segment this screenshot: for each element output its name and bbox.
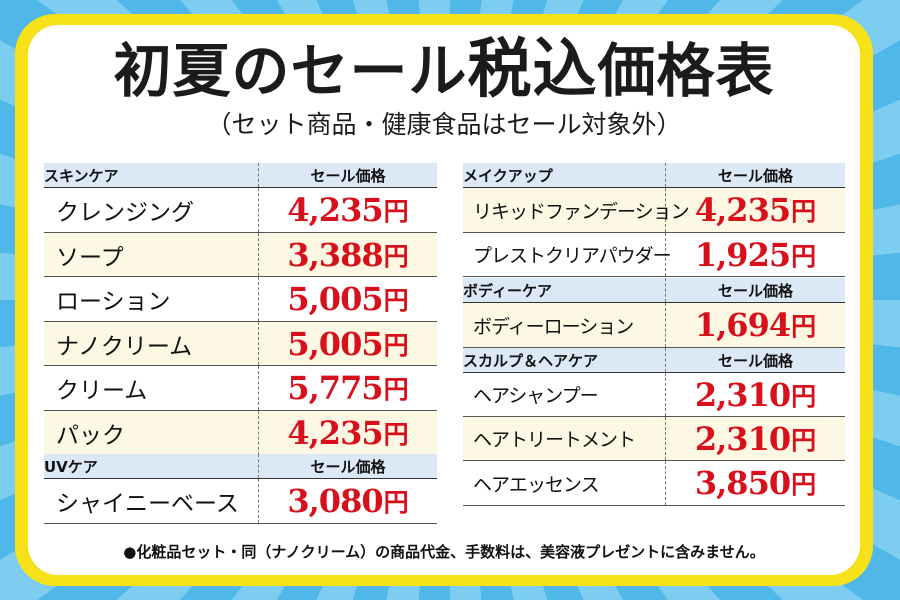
title-emphasis: 税込 bbox=[467, 33, 598, 107]
table-row: リキッドファンデーション 4,235 円 bbox=[463, 188, 845, 233]
product-price: 5,775 bbox=[287, 369, 383, 407]
product-name: リキッドファンデーション bbox=[463, 188, 690, 232]
product-name: パック bbox=[44, 411, 259, 455]
yen-label: 円 bbox=[383, 241, 409, 271]
product-name: ヘアトリートメント bbox=[463, 417, 666, 460]
yen-label: 円 bbox=[383, 420, 409, 449]
product-name: シャイニーベース bbox=[44, 479, 259, 523]
category-header: UVケア bbox=[44, 454, 259, 478]
price-header: セール価格 bbox=[310, 166, 386, 185]
product-name: ボディーローション bbox=[463, 303, 666, 347]
product-name: ナノクリーム bbox=[44, 322, 259, 365]
page-title: 初夏のセール税込価格表 bbox=[28, 33, 860, 108]
yen-label: 円 bbox=[383, 286, 409, 315]
table-row: クリーム 5,775 円 bbox=[44, 366, 437, 411]
yen-label: 円 bbox=[383, 197, 409, 226]
table-row: ソープ 3,388 円 bbox=[44, 233, 437, 277]
product-price: 2,310 bbox=[694, 419, 791, 458]
scalpcare-table: スカルプ＆ヘアケア セール価格 ヘアシャンプー 2,310 円 ヘアトリートメント… bbox=[463, 348, 845, 506]
table-header: スカルプ＆ヘアケア セール価格 bbox=[463, 348, 845, 373]
product-name: プレストクリアパウダー bbox=[463, 233, 672, 276]
table-header: ボディーケア セール価格 bbox=[463, 278, 845, 303]
product-name: ヘアシャンプー bbox=[463, 373, 666, 416]
product-name: クレンジング bbox=[44, 188, 259, 232]
product-name: クリーム bbox=[44, 366, 259, 410]
price-header: セール価格 bbox=[717, 351, 793, 370]
product-price: 1,694 bbox=[694, 306, 791, 344]
yen-label: 円 bbox=[791, 197, 817, 226]
price-header: セール価格 bbox=[717, 166, 793, 185]
yen-label: 円 bbox=[791, 241, 817, 271]
price-list-card: 初夏のセール税込価格表 （セット商品・健康食品はセール対象外） スキンケア セー… bbox=[28, 25, 860, 575]
price-header: セール価格 bbox=[310, 457, 386, 476]
table-row: ナノクリーム 5,005 円 bbox=[44, 322, 437, 366]
title-tail: 価格表 bbox=[597, 37, 775, 105]
makeup-table: メイクアップ セール価格 リキッドファンデーション 4,235 円 プレストクリア… bbox=[463, 163, 845, 277]
yen-label: 円 bbox=[791, 381, 817, 411]
skincare-table: スキンケア セール価格 クレンジング 4,235 円 ソープ 3,388 円 ローシ… bbox=[44, 163, 437, 456]
yen-label: 円 bbox=[791, 312, 817, 341]
uvcare-table: UVケア セール価格 シャイニーベース 3,080 円 bbox=[44, 454, 437, 524]
product-price: 1,925 bbox=[694, 235, 791, 274]
table-row: シャイニーベース 3,080 円 bbox=[44, 479, 437, 524]
category-header: スキンケア bbox=[44, 163, 259, 187]
product-name: ローション bbox=[44, 277, 259, 321]
product-name: ヘアエッセンス bbox=[463, 461, 666, 505]
category-header: ボディーケア bbox=[463, 278, 666, 302]
title-main: 初夏のセール bbox=[113, 37, 468, 105]
table-row: ローション 5,005 円 bbox=[44, 277, 437, 322]
product-price: 5,005 bbox=[287, 280, 383, 318]
table-header: スキンケア セール価格 bbox=[44, 163, 437, 188]
table-row: ヘアトリートメント 2,310 円 bbox=[463, 417, 845, 461]
table-header: UVケア セール価格 bbox=[44, 454, 437, 479]
product-price: 5,005 bbox=[287, 324, 383, 363]
table-row: プレストクリアパウダー 1,925 円 bbox=[463, 233, 845, 277]
product-price: 4,235 bbox=[694, 191, 791, 229]
product-price: 3,850 bbox=[694, 464, 791, 502]
table-row: クレンジング 4,235 円 bbox=[44, 188, 437, 233]
product-name: ソープ bbox=[44, 233, 259, 276]
category-header: スカルプ＆ヘアケア bbox=[463, 348, 666, 372]
table-header: メイクアップ セール価格 bbox=[463, 163, 845, 188]
table-row: パック 4,235 円 bbox=[44, 411, 437, 456]
table-row: ヘアシャンプー 2,310 円 bbox=[463, 373, 845, 417]
product-price: 4,235 bbox=[287, 414, 383, 452]
product-price: 4,235 bbox=[287, 191, 383, 229]
price-header: セール価格 bbox=[717, 281, 793, 300]
yen-label: 円 bbox=[383, 330, 409, 360]
footnote: ●化粧品セット・同（ナノクリーム）の商品代金、手数料は、美容液プレゼントに含みま… bbox=[123, 543, 765, 561]
page-subtitle: （セット商品・健康食品はセール対象外） bbox=[206, 110, 682, 139]
bodycare-table: ボディーケア セール価格 ボディーローション 1,694 円 bbox=[463, 278, 845, 348]
product-price: 3,388 bbox=[287, 235, 383, 274]
table-row: ボディーローション 1,694 円 bbox=[463, 303, 845, 348]
table-row: ヘアエッセンス 3,850 円 bbox=[463, 461, 845, 506]
product-price: 3,080 bbox=[287, 482, 383, 520]
yen-label: 円 bbox=[383, 375, 409, 404]
yen-label: 円 bbox=[791, 470, 817, 499]
product-price: 2,310 bbox=[694, 375, 791, 414]
yen-label: 円 bbox=[791, 425, 817, 455]
yen-label: 円 bbox=[383, 488, 409, 517]
category-header: メイクアップ bbox=[463, 163, 666, 187]
